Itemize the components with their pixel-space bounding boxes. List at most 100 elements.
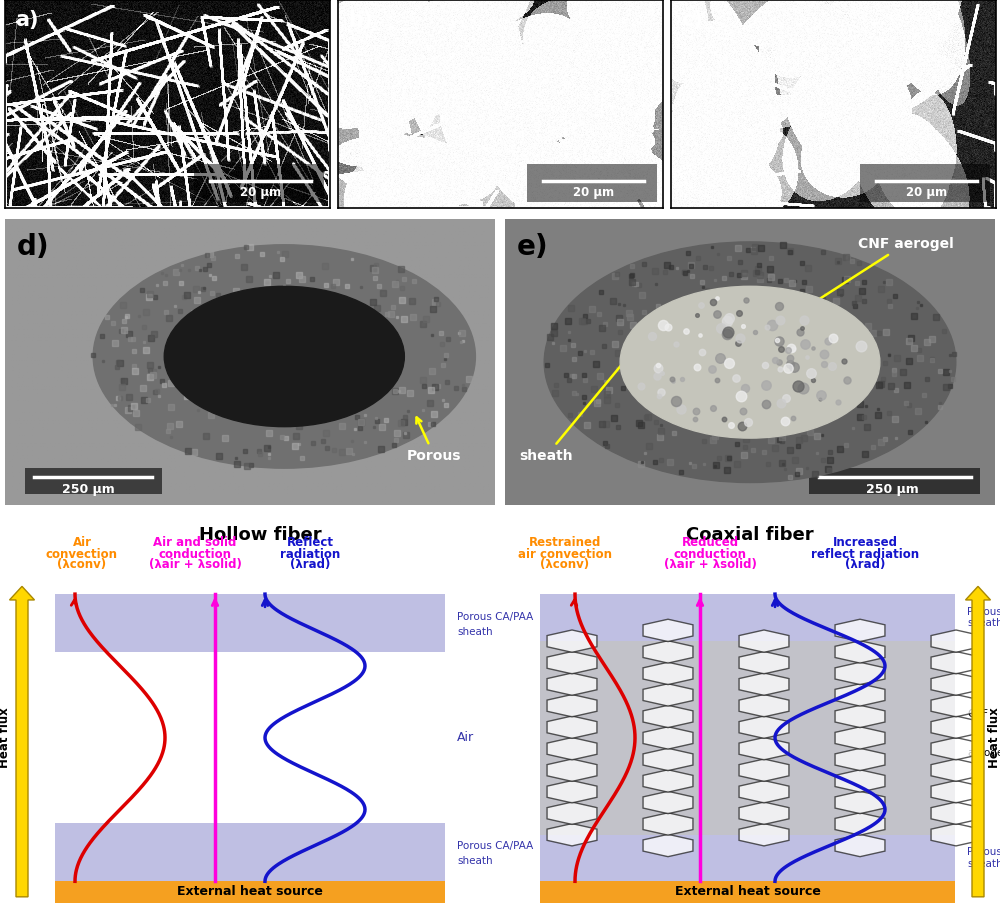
Text: (λconv): (λconv) xyxy=(57,558,107,571)
Polygon shape xyxy=(931,737,981,760)
Polygon shape xyxy=(547,630,597,652)
Text: sheath: sheath xyxy=(520,355,630,463)
FancyArrow shape xyxy=(965,587,990,897)
Text: Air: Air xyxy=(72,536,92,549)
Polygon shape xyxy=(835,727,885,749)
Bar xyxy=(55,823,445,881)
Text: Porous: Porous xyxy=(407,418,461,463)
Polygon shape xyxy=(739,737,789,760)
Polygon shape xyxy=(931,781,981,803)
Circle shape xyxy=(164,286,404,427)
Polygon shape xyxy=(739,673,789,696)
Polygon shape xyxy=(835,684,885,706)
Text: a): a) xyxy=(15,10,38,30)
Text: 250 μm: 250 μm xyxy=(62,482,115,495)
Text: Air: Air xyxy=(457,731,474,744)
Polygon shape xyxy=(643,663,693,685)
Text: (λrad): (λrad) xyxy=(845,558,885,571)
Text: (λrad): (λrad) xyxy=(290,558,330,571)
Polygon shape xyxy=(643,791,693,814)
Text: 20 μm: 20 μm xyxy=(906,187,947,200)
Polygon shape xyxy=(835,640,885,663)
Polygon shape xyxy=(547,823,597,845)
Text: (λair + λsolid): (λair + λsolid) xyxy=(149,558,241,571)
Polygon shape xyxy=(835,619,885,641)
Polygon shape xyxy=(739,695,789,717)
Text: conduction: conduction xyxy=(674,548,746,561)
Bar xyxy=(860,164,990,201)
Polygon shape xyxy=(739,781,789,803)
Text: Reflect: Reflect xyxy=(287,536,334,549)
Text: (λair + λsolid): (λair + λsolid) xyxy=(664,558,756,571)
Polygon shape xyxy=(643,640,693,663)
Text: Reduced: Reduced xyxy=(681,536,739,549)
Polygon shape xyxy=(835,770,885,792)
Text: CNF aerogel: CNF aerogel xyxy=(779,237,954,325)
Polygon shape xyxy=(643,834,693,857)
Polygon shape xyxy=(739,630,789,652)
Polygon shape xyxy=(547,695,597,717)
Text: Porous CA/PAA: Porous CA/PAA xyxy=(457,613,533,623)
Bar xyxy=(540,834,955,881)
Text: reflect radiation: reflect radiation xyxy=(811,548,919,561)
Polygon shape xyxy=(739,651,789,674)
Polygon shape xyxy=(835,663,885,685)
Text: e): e) xyxy=(517,233,549,261)
Polygon shape xyxy=(739,802,789,824)
Text: Heat flux: Heat flux xyxy=(0,708,12,768)
Text: Hollow fiber: Hollow fiber xyxy=(199,527,321,544)
Bar xyxy=(55,594,445,652)
Text: Restrained: Restrained xyxy=(529,536,601,549)
Polygon shape xyxy=(931,759,981,782)
Polygon shape xyxy=(643,619,693,641)
Polygon shape xyxy=(547,673,597,696)
Polygon shape xyxy=(547,737,597,760)
Text: b): b) xyxy=(348,10,372,30)
Circle shape xyxy=(93,245,475,468)
Polygon shape xyxy=(643,684,693,706)
Bar xyxy=(540,640,955,834)
Text: Porous CA/PAA: Porous CA/PAA xyxy=(967,847,1000,857)
Polygon shape xyxy=(739,823,789,845)
Text: sheath: sheath xyxy=(967,618,1000,628)
Text: 20 μm: 20 μm xyxy=(573,187,614,200)
Polygon shape xyxy=(547,651,597,674)
Text: convection: convection xyxy=(46,548,118,561)
Text: air convection: air convection xyxy=(518,548,612,561)
Polygon shape xyxy=(931,630,981,652)
Text: Coaxial fiber: Coaxial fiber xyxy=(686,527,814,544)
Text: CNF: CNF xyxy=(967,710,988,720)
Polygon shape xyxy=(835,813,885,835)
Bar xyxy=(194,164,324,201)
Polygon shape xyxy=(931,802,981,824)
Circle shape xyxy=(544,242,956,482)
Polygon shape xyxy=(835,834,885,857)
Text: 250 μm: 250 μm xyxy=(866,482,918,495)
Polygon shape xyxy=(643,748,693,771)
Text: Porous CA/PAA: Porous CA/PAA xyxy=(967,607,1000,617)
Text: sheath: sheath xyxy=(457,627,493,637)
Polygon shape xyxy=(643,727,693,749)
Polygon shape xyxy=(643,813,693,835)
Text: Increased: Increased xyxy=(832,536,898,549)
Text: Air and solid: Air and solid xyxy=(153,536,237,549)
Text: d): d) xyxy=(17,233,50,261)
Polygon shape xyxy=(643,705,693,727)
Bar xyxy=(55,881,445,903)
Polygon shape xyxy=(835,748,885,771)
Polygon shape xyxy=(739,759,789,782)
Polygon shape xyxy=(547,716,597,738)
Bar xyxy=(540,881,955,903)
Bar xyxy=(526,164,656,201)
Polygon shape xyxy=(931,673,981,696)
Polygon shape xyxy=(547,802,597,824)
Bar xyxy=(55,652,445,823)
Polygon shape xyxy=(835,791,885,814)
Text: 20 μm: 20 μm xyxy=(240,187,281,200)
Polygon shape xyxy=(931,716,981,738)
Polygon shape xyxy=(931,823,981,845)
Bar xyxy=(809,468,980,494)
Text: Heat flux: Heat flux xyxy=(988,708,1000,768)
Bar xyxy=(25,468,162,494)
Text: sheath: sheath xyxy=(967,859,1000,869)
